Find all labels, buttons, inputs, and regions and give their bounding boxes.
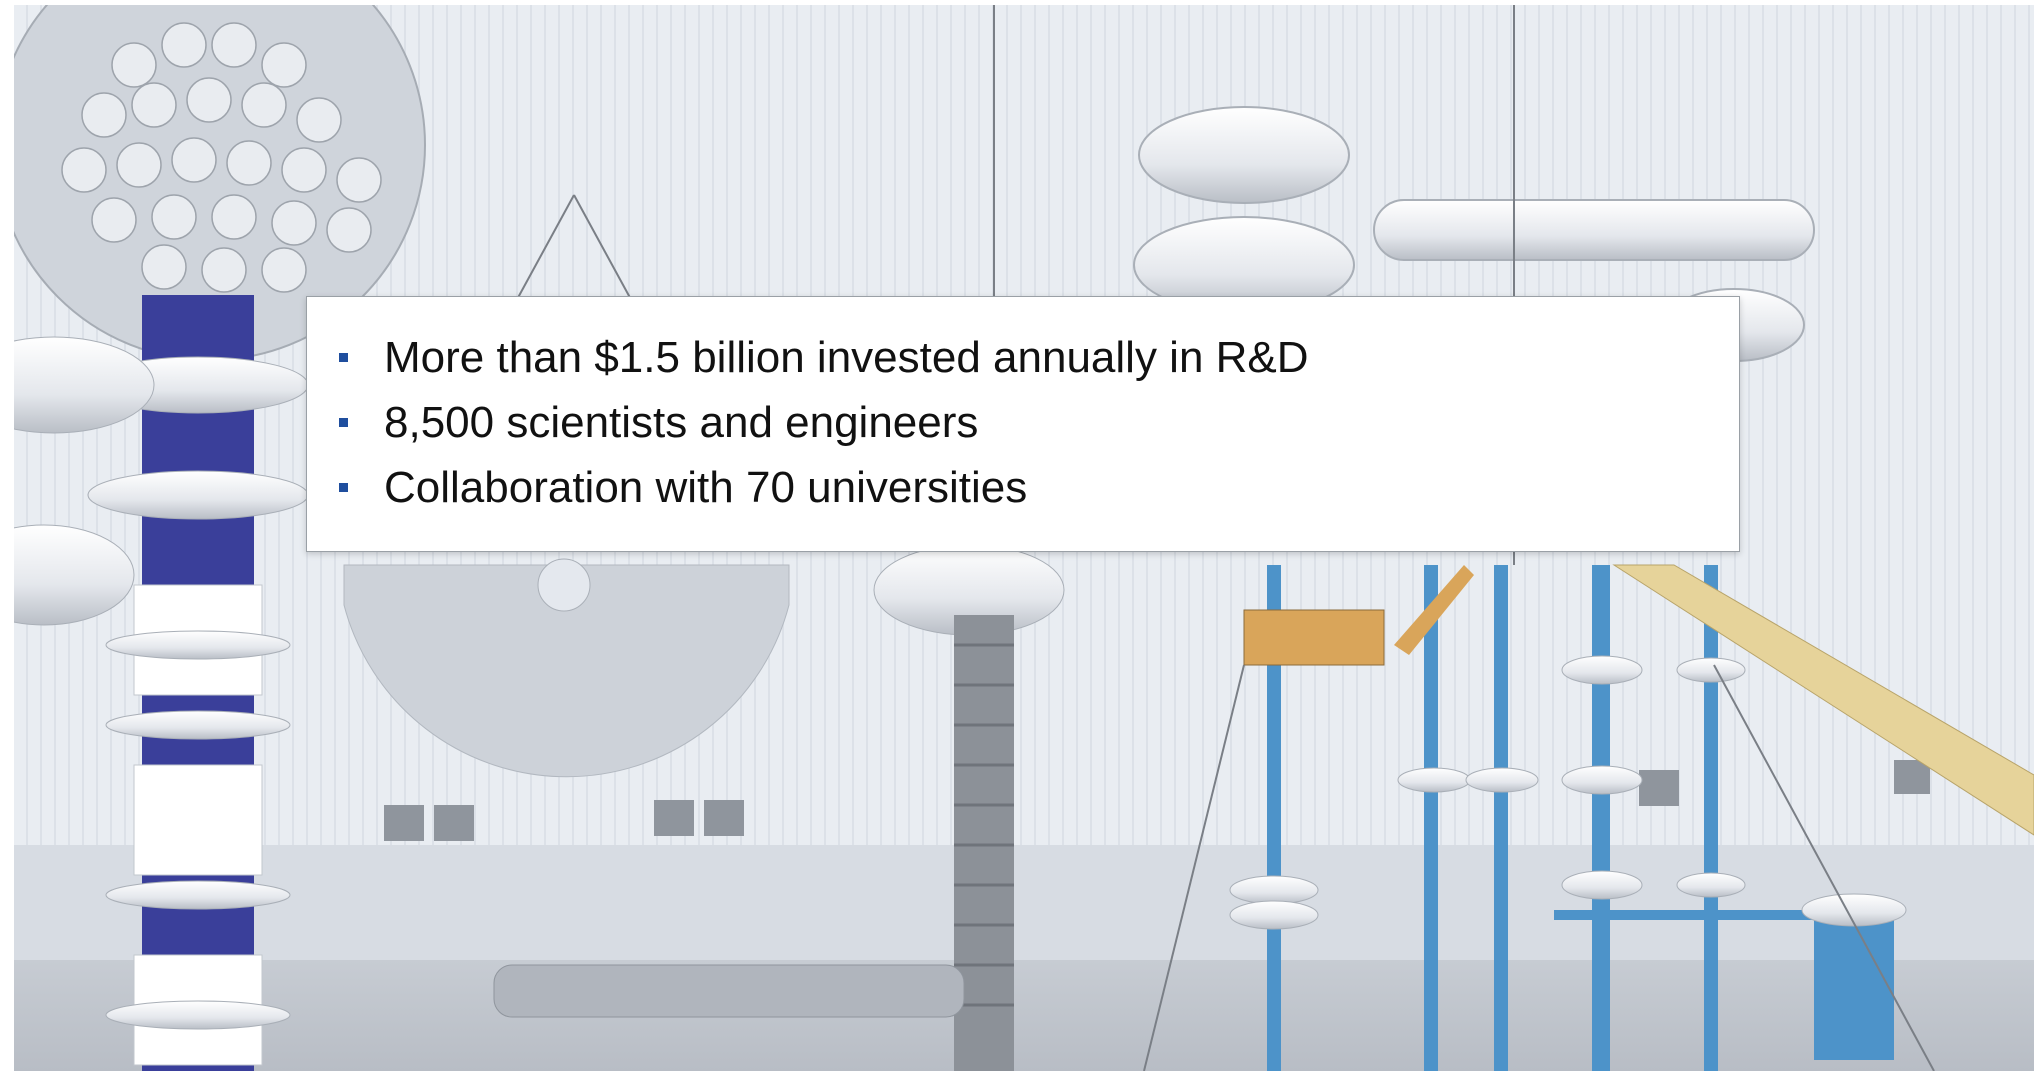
blue-pipe-structures: [1267, 565, 1894, 1071]
bullet-marker-icon: [339, 418, 348, 427]
left-voltage-column: [14, 5, 426, 1071]
bullet-callout-box: More than $1.5 billion invested annually…: [306, 296, 1740, 552]
bullet-item: 8,500 scientists and engineers: [339, 390, 1739, 455]
wall-vents: [384, 760, 1930, 841]
wall-lower-band: [14, 845, 2034, 965]
bullet-list: More than $1.5 billion invested annually…: [339, 325, 1739, 520]
lift-boom: [1243, 564, 2034, 836]
floor: [14, 960, 2034, 1071]
bullet-item: More than $1.5 billion invested annually…: [339, 325, 1739, 390]
bullet-text: Collaboration with 70 universities: [384, 462, 1028, 512]
bullet-marker-icon: [339, 483, 348, 492]
bullet-item: Collaboration with 70 universities: [339, 455, 1739, 520]
bullet-text: More than $1.5 billion invested annually…: [384, 332, 1309, 382]
blue-pipe-rings: [1229, 655, 1907, 930]
center-bushing: [493, 544, 1065, 1071]
bullet-text: 8,500 scientists and engineers: [384, 397, 979, 447]
disc-port: [537, 558, 591, 612]
wall-disc: [343, 564, 790, 778]
bullet-marker-icon: [339, 353, 348, 362]
